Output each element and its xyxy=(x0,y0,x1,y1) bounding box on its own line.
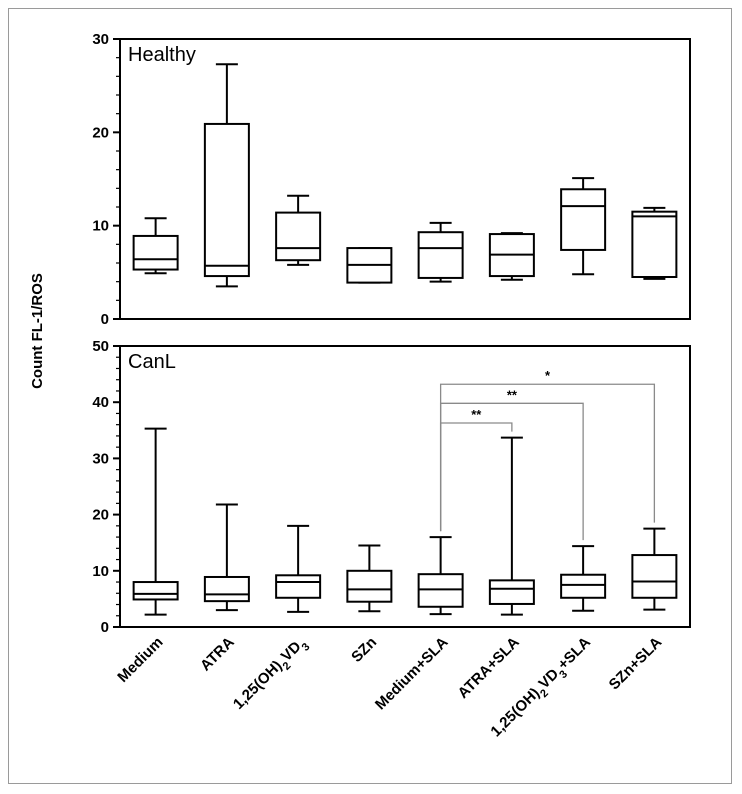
significance-bracket xyxy=(439,422,513,532)
label-part: SZn xyxy=(348,634,380,666)
y-tick-label: 20 xyxy=(92,507,109,524)
y-tick-label: 40 xyxy=(92,394,109,411)
significance-bracket xyxy=(439,383,656,532)
label-part: +SLA xyxy=(555,634,595,674)
iqr-box xyxy=(560,188,607,251)
panel-healthy: 0 10 20 30 Healthy xyxy=(92,31,691,328)
iqr-box xyxy=(132,234,179,271)
label-part: VD xyxy=(535,665,562,692)
x-tick-label: 1,25(OH)2VD3 xyxy=(230,634,313,717)
iqr-box xyxy=(275,211,322,262)
x-tick-label: SZn+SLA xyxy=(606,634,666,694)
box-Medium+SLA xyxy=(417,221,464,283)
label-part: ATRA+SLA xyxy=(455,634,523,702)
iqr-box xyxy=(631,554,678,599)
significance-label: ** xyxy=(471,407,482,422)
label-part: Medium+SLA xyxy=(372,634,452,714)
box-1,25(OH)2VD3+SLA xyxy=(560,177,607,276)
box-ATRA xyxy=(203,503,250,612)
y-axis-label: Count FL-1/ROS xyxy=(29,273,46,389)
box-Medium+SLA xyxy=(417,536,464,616)
x-tick-label: Medium xyxy=(114,634,166,686)
panel-label: Healthy xyxy=(128,44,196,66)
plot-area-border xyxy=(119,38,691,320)
iqr-box xyxy=(631,210,678,279)
y-tick-label: 30 xyxy=(92,31,109,48)
box-SZn+SLA xyxy=(631,206,678,280)
box-1,25(OH)2VD3 xyxy=(275,194,322,266)
panel-label: CanL xyxy=(128,351,176,373)
box-ATRA+SLA xyxy=(488,232,535,281)
significance-label: * xyxy=(545,368,551,383)
y-tick-label: 30 xyxy=(92,450,109,467)
significance-label: ** xyxy=(507,387,518,402)
iqr-box xyxy=(132,581,179,601)
box-SZn+SLA xyxy=(631,527,678,611)
box-ATRA xyxy=(203,63,250,288)
label-part: VD xyxy=(278,638,305,665)
x-tick-label: Medium+SLA xyxy=(372,634,452,714)
box-1,25(OH)2VD3+SLA xyxy=(560,545,607,612)
x-tick-label: ATRA+SLA xyxy=(455,634,523,702)
y-tick-label: 20 xyxy=(92,124,109,141)
iqr-box xyxy=(417,573,464,608)
box-1,25(OH)2VD3 xyxy=(275,524,322,613)
iqr-box xyxy=(417,231,464,279)
x-tick-label: ATRA xyxy=(197,634,238,675)
plot-area-border xyxy=(119,345,691,628)
y-tick-label: 10 xyxy=(92,563,109,580)
iqr-box xyxy=(488,579,535,605)
iqr-box xyxy=(203,122,250,278)
box-SZn xyxy=(346,544,393,613)
label-part: Medium xyxy=(114,634,166,686)
y-tick-label: 50 xyxy=(92,338,109,355)
iqr-box xyxy=(560,573,607,599)
figure-frame xyxy=(8,8,732,784)
box-SZn xyxy=(346,247,393,284)
box-Medium xyxy=(132,427,179,616)
y-tick-label: 0 xyxy=(101,311,109,328)
iqr-box xyxy=(203,575,250,603)
box-Medium xyxy=(132,217,179,275)
label-part: ATRA xyxy=(197,634,238,675)
box-ATRA+SLA xyxy=(488,436,535,616)
y-tick-label: 10 xyxy=(92,218,109,235)
iqr-box xyxy=(275,574,322,599)
label-part: SZn+SLA xyxy=(606,634,666,694)
iqr-box xyxy=(346,569,393,603)
y-tick-label: 0 xyxy=(101,619,109,636)
x-tick-label: SZn xyxy=(348,634,380,666)
